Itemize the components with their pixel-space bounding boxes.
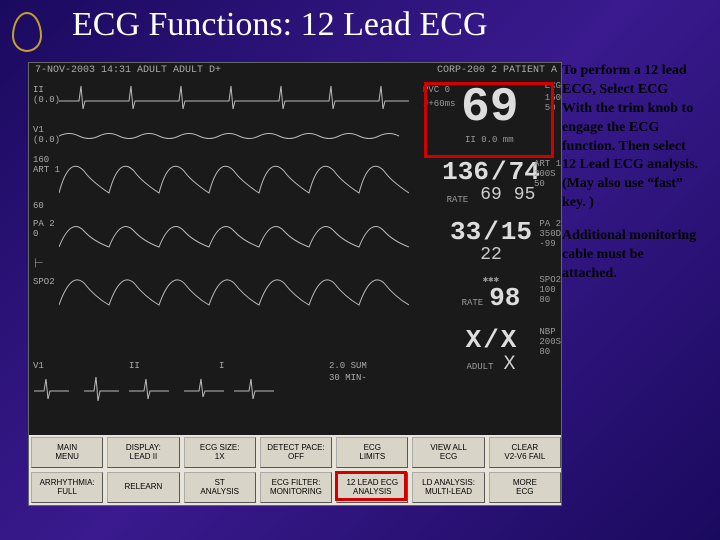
lead-label-v1: V1(0.0) bbox=[33, 125, 60, 145]
waveform-mini bbox=[29, 373, 309, 407]
lead-label-pa2: PA 20 bbox=[33, 219, 55, 239]
art-sys: 136 bbox=[442, 159, 489, 185]
softkey-r1-2[interactable]: ECG SIZE:1X bbox=[184, 437, 256, 468]
nbp-side: NBP 200S 80 bbox=[539, 327, 561, 357]
ecg-side-vals: 150 50 bbox=[545, 93, 561, 113]
spo2-val: 98 bbox=[489, 285, 520, 311]
art-rate: 95 bbox=[514, 185, 536, 205]
side-para-2: Additional monitoring cable must be atta… bbox=[562, 227, 700, 284]
waveform-pa2 bbox=[59, 211, 409, 257]
lead-label-pa-zero: ├─ bbox=[33, 259, 43, 268]
ecg-side-lbl: ECG bbox=[545, 81, 561, 91]
nbp-sys: X bbox=[466, 327, 482, 353]
art-side: ART 1 200S 50 bbox=[534, 159, 561, 189]
waveform-area: II(0.0) V1(0.0) 160ART 1 60 PA 20 bbox=[29, 81, 419, 411]
mini-lead-i: I bbox=[219, 361, 224, 371]
waveform-v1 bbox=[59, 121, 409, 151]
readouts-column: PVC 0 J+60ms 69 ECG 150 50 II 0.0 mm 136… bbox=[419, 81, 562, 411]
softkey-r2-4[interactable]: 12 LEAD ECGANALYSIS bbox=[336, 472, 408, 503]
mini-lead-v1: V1 bbox=[33, 361, 44, 371]
ecg-sub: II 0.0 mm bbox=[465, 135, 514, 145]
lead-label-spo2: SPO2 bbox=[33, 277, 55, 287]
readout-pa: 33 / 15 22 PA 2 350D -99 bbox=[419, 219, 562, 271]
softkey-r1-4[interactable]: ECGLIMITS bbox=[336, 437, 408, 468]
waveform-spo2 bbox=[59, 267, 409, 313]
slide-bookmark-icon bbox=[12, 12, 42, 52]
ecg-hr: 69 bbox=[461, 81, 519, 135]
spo2-side: SPO2 100 80 bbox=[539, 275, 561, 305]
pa-sys: 33 bbox=[450, 219, 481, 245]
softkey-r1-0[interactable]: MAINMENU bbox=[31, 437, 103, 468]
mini-30min: 30 MIN- bbox=[329, 373, 367, 383]
softkey-row-1: MAINMENUDISPLAY:LEAD IIECG SIZE:1XDETECT… bbox=[29, 435, 562, 470]
readout-spo2: ✱✱✱ RATE 98 SPO2 100 80 bbox=[419, 275, 562, 323]
softkey-r2-0[interactable]: ARRHYTHMIA:FULL bbox=[31, 472, 103, 503]
waveform-ii bbox=[59, 81, 409, 121]
softkey-r1-1[interactable]: DISPLAY:LEAD II bbox=[107, 437, 179, 468]
softkey-r1-6[interactable]: CLEARV2-V6 FAIL bbox=[489, 437, 561, 468]
softkey-menu: MAINMENUDISPLAY:LEAD IIECG SIZE:1XDETECT… bbox=[29, 435, 562, 505]
softkey-r2-2[interactable]: STANALYSIS bbox=[184, 472, 256, 503]
header-right: CORP-200 2 PATIENT A bbox=[437, 65, 557, 76]
softkey-r2-5[interactable]: LD ANALYSIS:MULTI-LEAD bbox=[412, 472, 484, 503]
softkey-row-2: ARRHYTHMIA:FULLRELEARNSTANALYSISECG FILT… bbox=[29, 470, 562, 505]
lead-label-60: 60 bbox=[33, 201, 44, 211]
readout-ecg: PVC 0 J+60ms 69 ECG 150 50 II 0.0 mm bbox=[419, 81, 562, 153]
softkey-r2-3[interactable]: ECG FILTER:MONITORING bbox=[260, 472, 332, 503]
art-rate-lbl: RATE bbox=[447, 195, 469, 205]
art-map: 69 bbox=[480, 185, 502, 205]
ecg-j: J+60ms bbox=[423, 99, 455, 109]
nbp-sub: ADULT bbox=[466, 362, 493, 372]
waveform-art1 bbox=[59, 153, 409, 199]
nbp-dia: X bbox=[501, 327, 517, 353]
monitor-header: 7-NOV-2003 14:31 ADULT ADULT D+ CORP-200… bbox=[35, 65, 557, 76]
softkey-r1-3[interactable]: DETECT PACE:OFF bbox=[260, 437, 332, 468]
lead-label-art1: 160ART 1 bbox=[33, 155, 60, 175]
mini-sum: 2.0 SUM bbox=[329, 361, 367, 371]
ecg-monitor-screenshot: 7-NOV-2003 14:31 ADULT ADULT D+ CORP-200… bbox=[28, 62, 562, 506]
spo2-rate-lbl: RATE bbox=[462, 298, 484, 308]
readout-art: 136 / 74 RATE 69 95 ART 1 200S 50 bbox=[419, 159, 562, 215]
header-left: 7-NOV-2003 14:31 ADULT ADULT D+ bbox=[35, 65, 221, 76]
softkey-r2-1[interactable]: RELEARN bbox=[107, 472, 179, 503]
softkey-r1-5[interactable]: VIEW ALLECG bbox=[412, 437, 484, 468]
pa-dia: 15 bbox=[501, 219, 532, 245]
pa-side: PA 2 350D -99 bbox=[539, 219, 561, 249]
ecg-pvc: PVC 0 bbox=[423, 85, 450, 95]
mini-lead-ii: II bbox=[129, 361, 140, 371]
nbp-slash: / bbox=[483, 327, 499, 353]
monitor-screen: 7-NOV-2003 14:31 ADULT ADULT D+ CORP-200… bbox=[29, 63, 562, 437]
nbp-xmap: X bbox=[504, 353, 516, 376]
softkey-r2-6[interactable]: MOREECG bbox=[489, 472, 561, 503]
slide-title: ECG Functions: 12 Lead ECG bbox=[72, 6, 488, 44]
readout-nbp: X / X ADULT X NBP 200S 80 bbox=[419, 327, 562, 385]
side-para-1: To perform a 12 lead ECG, Select ECG Wit… bbox=[562, 62, 700, 213]
pa-map: 22 bbox=[480, 245, 502, 265]
lead-label-ii: II(0.0) bbox=[33, 85, 60, 105]
art-slash: / bbox=[491, 159, 507, 185]
side-instructions: To perform a 12 lead ECG, Select ECG Wit… bbox=[562, 62, 700, 284]
pa-slash: / bbox=[483, 219, 499, 245]
